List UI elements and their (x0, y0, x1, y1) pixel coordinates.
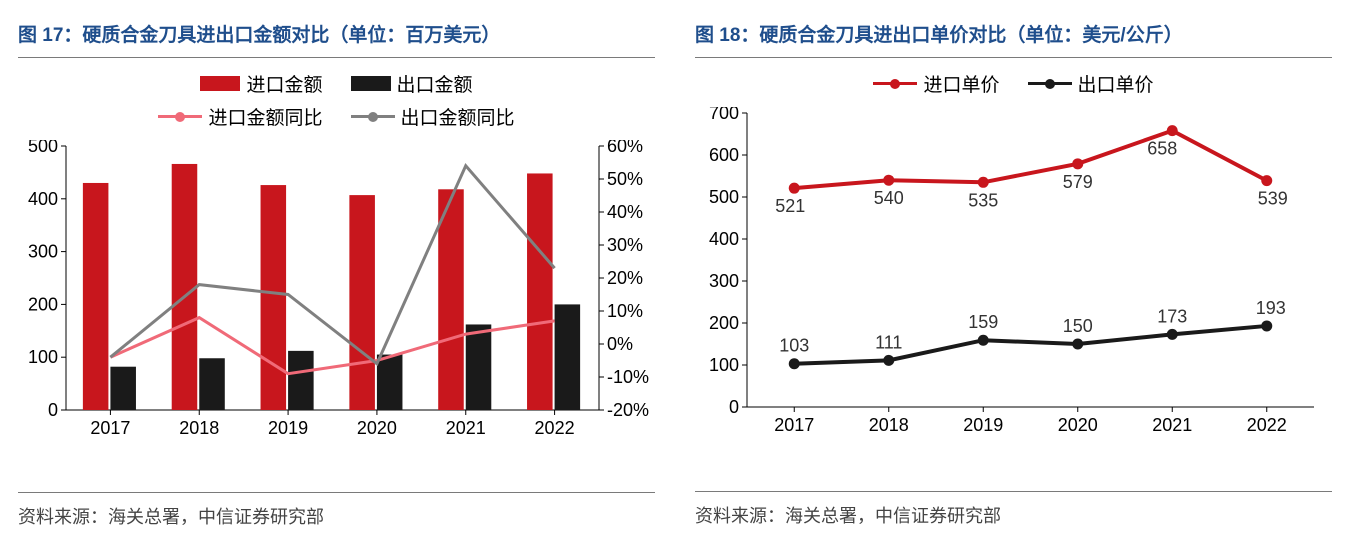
svg-text:579: 579 (1063, 172, 1093, 192)
svg-text:2021: 2021 (446, 418, 486, 438)
svg-text:2019: 2019 (963, 415, 1003, 435)
legend-swatch (200, 76, 240, 91)
svg-text:10%: 10% (607, 301, 643, 321)
legend-line-swatch (351, 115, 395, 118)
legend-export-amount: 出口金额 (351, 70, 473, 97)
figure-18-source: 资料来源：海关总署，中信证券研究部 (695, 491, 1332, 528)
legend-label: 进口单价 (923, 70, 999, 97)
svg-text:658: 658 (1147, 139, 1177, 159)
svg-text:2018: 2018 (869, 415, 909, 435)
svg-text:2018: 2018 (179, 418, 219, 438)
legend-import-price: 进口单价 (873, 70, 999, 97)
svg-text:535: 535 (968, 190, 998, 210)
figure-17-panel: 图 17：硬质合金刀具进出口金额对比（单位：百万美元） 进口金额 出口金额 进口… (18, 20, 655, 528)
legend-line-swatch (1028, 82, 1072, 85)
svg-text:2020: 2020 (357, 418, 397, 438)
svg-text:103: 103 (779, 336, 809, 356)
legend-line-swatch (873, 82, 917, 85)
svg-text:0: 0 (48, 400, 58, 420)
svg-text:2020: 2020 (1058, 415, 1098, 435)
svg-text:-20%: -20% (607, 400, 649, 420)
svg-text:2017: 2017 (774, 415, 814, 435)
svg-text:193: 193 (1256, 298, 1286, 318)
legend-label: 出口单价 (1078, 70, 1154, 97)
svg-text:50%: 50% (607, 169, 643, 189)
svg-text:173: 173 (1157, 306, 1187, 326)
svg-text:539: 539 (1258, 189, 1288, 209)
svg-text:500: 500 (709, 187, 739, 207)
svg-text:521: 521 (775, 196, 805, 216)
svg-text:300: 300 (709, 271, 739, 291)
figure-18-panel: 图 18：硬质合金刀具进出口单价对比（单位：美元/公斤） 进口单价 出口单价 0… (695, 20, 1332, 528)
legend-line-swatch (158, 115, 202, 118)
svg-text:400: 400 (709, 229, 739, 249)
legend-label: 出口金额 (397, 70, 473, 97)
svg-text:500: 500 (28, 140, 58, 156)
svg-text:0%: 0% (607, 334, 633, 354)
svg-text:200: 200 (709, 313, 739, 333)
svg-text:0: 0 (729, 397, 739, 417)
figure-18-title: 图 18：硬质合金刀具进出口单价对比（单位：美元/公斤） (695, 20, 1332, 58)
svg-text:2022: 2022 (1247, 415, 1287, 435)
legend-label: 进口金额 (246, 70, 322, 97)
figure-18-chart: 进口单价 出口单价 0 100 200 300 400 500 600 700 2017 2018… (695, 70, 1332, 479)
svg-text:111: 111 (875, 332, 902, 352)
svg-text:-10%: -10% (607, 367, 649, 387)
legend-import-amount: 进口金额 (200, 70, 322, 97)
figure-17-source: 资料来源：海关总署，中信证券研究部 (18, 492, 655, 529)
svg-text:2022: 2022 (535, 418, 575, 438)
svg-text:540: 540 (874, 188, 904, 208)
figure-17-legend: 进口金额 出口金额 进口金额同比 出口金额同比 (18, 70, 655, 130)
svg-text:400: 400 (28, 189, 58, 209)
svg-text:2019: 2019 (268, 418, 308, 438)
figure-18-legend: 进口单价 出口单价 (695, 70, 1332, 97)
svg-text:2017: 2017 (90, 418, 130, 438)
svg-text:150: 150 (1063, 316, 1093, 336)
svg-text:200: 200 (28, 294, 58, 314)
legend-label: 出口金额同比 (401, 103, 515, 130)
svg-text:30%: 30% (607, 235, 643, 255)
svg-text:159: 159 (968, 312, 998, 332)
legend-export-price: 出口单价 (1028, 70, 1154, 97)
figure-17-plot: 0 100 200 300 400 500 -20% -10% 0% 10% 20% 30% 40% 50… (18, 140, 655, 480)
figure-17-title: 图 17：硬质合金刀具进出口金额对比（单位：百万美元） (18, 20, 655, 58)
svg-text:60%: 60% (607, 140, 643, 156)
legend-label: 进口金额同比 (208, 103, 322, 130)
svg-text:700: 700 (709, 107, 739, 123)
legend-import-yoy: 进口金额同比 (158, 103, 322, 130)
svg-text:100: 100 (709, 355, 739, 375)
legend-export-yoy: 出口金额同比 (351, 103, 515, 130)
figure-18-plot: 0 100 200 300 400 500 600 700 2017 2018 2019 2020 20… (695, 107, 1332, 447)
figure-17-chart: 进口金额 出口金额 进口金额同比 出口金额同比 0 100 200 300 400 500… (18, 70, 655, 480)
svg-text:100: 100 (28, 347, 58, 367)
svg-text:300: 300 (28, 242, 58, 262)
svg-text:600: 600 (709, 145, 739, 165)
svg-text:20%: 20% (607, 268, 643, 288)
legend-swatch (351, 76, 391, 91)
svg-text:40%: 40% (607, 202, 643, 222)
svg-text:2021: 2021 (1152, 415, 1192, 435)
